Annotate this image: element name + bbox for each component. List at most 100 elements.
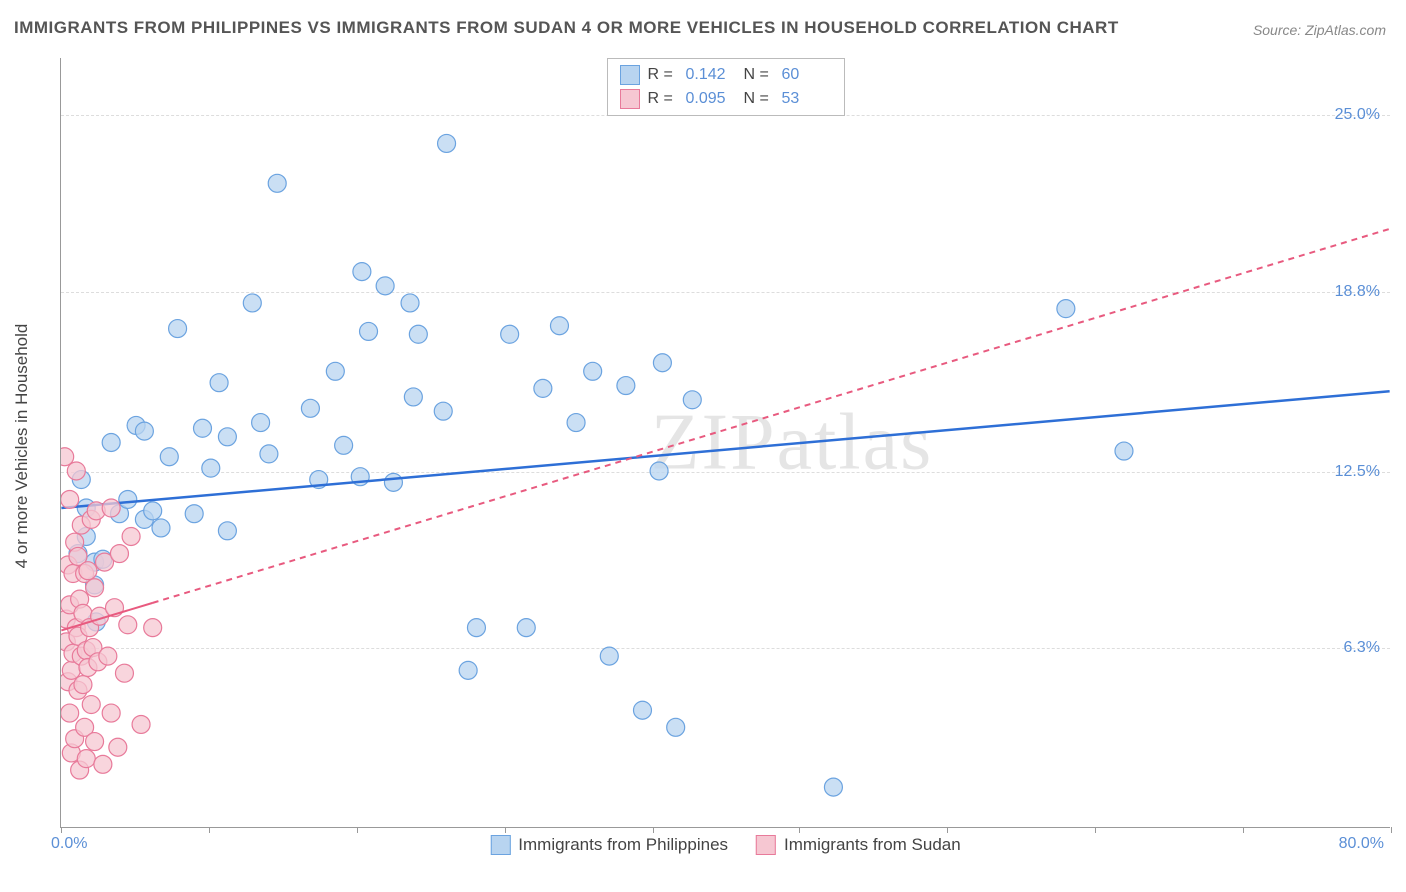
data-point [534,379,552,397]
x-tick-mark [209,827,210,833]
legend-stats: R = 0.142 N = 60 R = 0.095 N = 53 [607,58,845,116]
legend-label-philippines: Immigrants from Philippines [518,835,728,855]
data-point [335,436,353,454]
data-point [376,277,394,295]
data-point [550,317,568,335]
data-point [360,322,378,340]
data-point [584,362,602,380]
data-point [77,750,95,768]
data-point [218,428,236,446]
data-point [252,414,270,432]
data-point [79,562,97,580]
data-point [122,528,140,546]
data-point [353,263,371,281]
legend-swatch-philippines [620,65,640,85]
data-point [650,462,668,480]
x-tick-mark [357,827,358,833]
legend-item-sudan: Immigrants from Sudan [756,835,961,855]
data-point [467,619,485,637]
data-point [74,676,92,694]
data-point [617,377,635,395]
data-point [600,647,618,665]
n-label: N = [744,63,774,87]
data-point [99,647,117,665]
legend-swatch-philippines-2 [490,835,510,855]
data-point [409,325,427,343]
data-point [243,294,261,312]
plot-area: ZIPatlas R = 0.142 N = 60 R = 0.095 N = … [60,58,1390,828]
data-point [102,499,120,517]
data-point [301,399,319,417]
data-point [119,490,137,508]
data-point [260,445,278,463]
x-tick-mark [1095,827,1096,833]
data-point [459,661,477,679]
legend-label-sudan: Immigrants from Sudan [784,835,961,855]
x-tick-mark [653,827,654,833]
data-point [169,320,187,338]
data-point [135,422,153,440]
x-tick-mark [505,827,506,833]
data-point [268,174,286,192]
data-point [567,414,585,432]
data-point [824,778,842,796]
data-point [109,738,127,756]
data-point [384,473,402,491]
trend-line-dashed [153,229,1390,603]
legend-stats-row-1: R = 0.142 N = 60 [620,63,832,87]
x-tick-mark [61,827,62,833]
x-tick-mark [1243,827,1244,833]
data-point [160,448,178,466]
data-point [61,704,79,722]
n-value-1: 60 [782,63,832,87]
data-point [202,459,220,477]
data-point [218,522,236,540]
n-value-2: 53 [782,87,832,111]
data-point [94,755,112,773]
chart-container: IMMIGRANTS FROM PHILIPPINES VS IMMIGRANT… [0,0,1406,892]
x-tick-mark [1391,827,1392,833]
legend-swatch-sudan-2 [756,835,776,855]
data-point [61,490,79,508]
data-point [210,374,228,392]
r-label: R = [648,63,678,87]
plot-svg [61,58,1390,827]
data-point [67,462,85,480]
data-point [152,519,170,537]
data-point [185,505,203,523]
data-point [326,362,344,380]
x-max-label: 80.0% [1339,835,1384,853]
data-point [653,354,671,372]
legend-bottom: Immigrants from Philippines Immigrants f… [490,835,960,855]
data-point [110,545,128,563]
data-point [1115,442,1133,460]
data-point [82,696,100,714]
data-point [194,419,212,437]
legend-swatch-sudan [620,89,640,109]
r-value-1: 0.142 [686,63,736,87]
data-point [132,715,150,733]
data-point [434,402,452,420]
x-min-label: 0.0% [51,835,87,853]
legend-item-philippines: Immigrants from Philippines [490,835,728,855]
source-label: Source: ZipAtlas.com [1253,22,1386,38]
data-point [119,616,137,634]
data-point [438,134,456,152]
data-point [501,325,519,343]
data-point [115,664,133,682]
data-point [144,502,162,520]
data-point [1057,300,1075,318]
data-point [683,391,701,409]
data-point [102,434,120,452]
n-label: N = [744,87,774,111]
r-label: R = [648,87,678,111]
data-point [86,733,104,751]
data-point [517,619,535,637]
data-point [667,718,685,736]
data-point [144,619,162,637]
chart-title: IMMIGRANTS FROM PHILIPPINES VS IMMIGRANT… [14,18,1119,38]
r-value-2: 0.095 [686,87,736,111]
data-point [404,388,422,406]
x-tick-mark [947,827,948,833]
data-point [401,294,419,312]
